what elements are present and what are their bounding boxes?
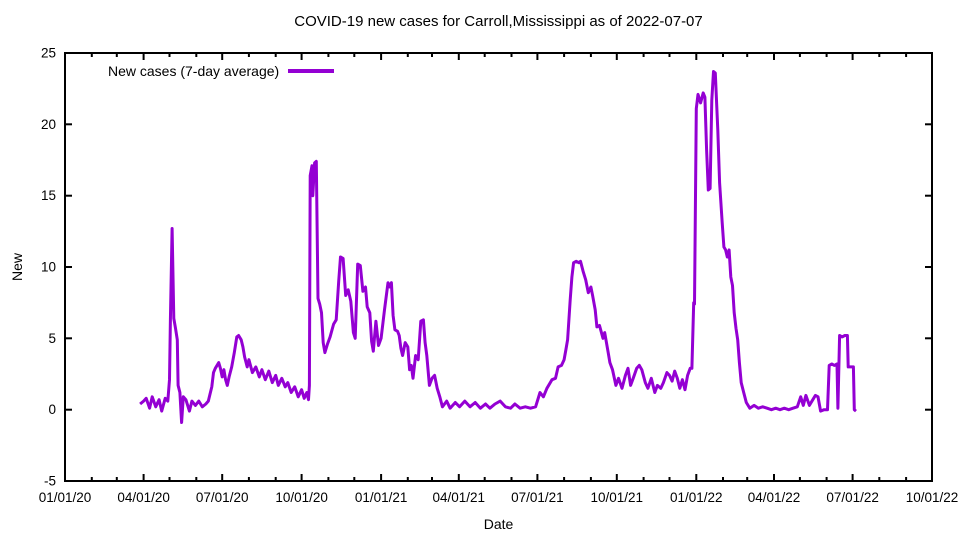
y-tick-label: -5 [44, 474, 56, 489]
legend-line-sample [288, 69, 335, 73]
x-tick-label: 04/01/21 [433, 490, 486, 505]
chart-title: COVID-19 new cases for Carroll,Mississip… [294, 13, 703, 30]
plot-border [64, 52, 933, 482]
x-tick-label: 10/01/22 [906, 490, 959, 505]
x-tick-label: 07/01/20 [196, 490, 249, 505]
x-tick-label: 01/01/22 [670, 490, 723, 505]
y-tick-label: 15 [41, 188, 56, 203]
legend-label: New cases (7-day average) [108, 63, 280, 79]
x-tick-label: 04/01/20 [117, 490, 170, 505]
y-tick-label: 10 [41, 260, 56, 275]
y-tick-label: 5 [48, 331, 56, 346]
x-tick-label: 07/01/21 [511, 490, 564, 505]
x-tick-label: 07/01/22 [826, 490, 879, 505]
y-tick-label: 20 [41, 117, 56, 132]
x-tick-label: 10/01/21 [591, 490, 644, 505]
x-tick-label: 01/01/21 [355, 490, 408, 505]
series-line [139, 70, 857, 424]
y-tick-label: 25 [41, 46, 56, 61]
x-tick-label: 04/01/22 [748, 490, 801, 505]
x-tick-label: 10/01/20 [275, 490, 328, 505]
y-tick-label: 0 [48, 402, 56, 417]
x-axis-title: Date [483, 516, 514, 532]
legend: New cases (7-day average) [108, 63, 335, 79]
x-tick-label: 01/01/20 [39, 490, 92, 505]
